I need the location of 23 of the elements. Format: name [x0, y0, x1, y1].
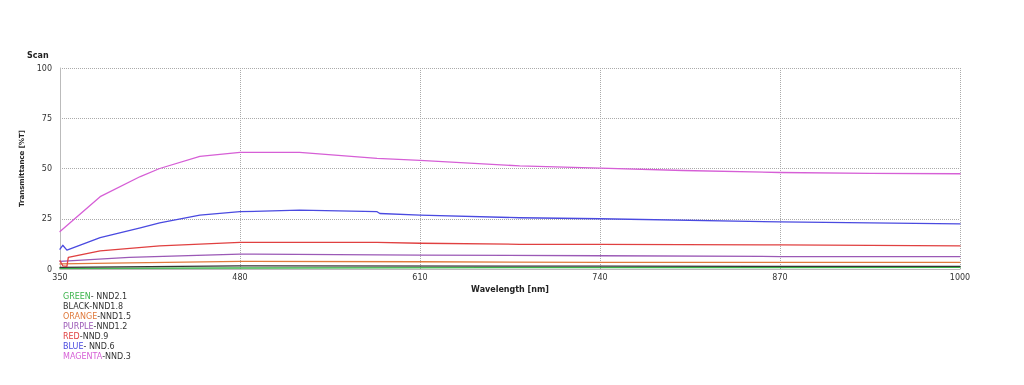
x-tick-label: 480 [232, 272, 248, 282]
x-tick-label: 870 [772, 272, 788, 282]
x-tick-label: 350 [52, 272, 68, 282]
text: PURPLE-NND1.2 [63, 321, 128, 331]
x-tick-label: 610 [412, 272, 428, 282]
x-tick-label: 1000 [949, 272, 971, 282]
chart-title: Scan [27, 50, 49, 60]
y-tick-label: 25 [41, 214, 52, 224]
line-series [59, 151, 961, 233]
text: GREEN- NND2.1 [63, 291, 128, 301]
line-series [59, 209, 961, 251]
y-tick-label: 75 [41, 113, 52, 123]
text: MAGENTA-NND.3 [63, 351, 131, 361]
text: BLUE- NND.6 [63, 341, 115, 351]
x-tick-label: 740 [592, 272, 608, 282]
text: RED-NND.9 [63, 331, 109, 341]
line-series [59, 253, 961, 263]
text: BLACK-NND1.8 [63, 301, 124, 311]
y-tick-label: 100 [36, 63, 52, 73]
y-tick-label: 50 [41, 164, 52, 173]
x-axis-title: Wavelength [nm] [471, 285, 549, 295]
y-tick-label: 0 [46, 264, 52, 274]
text: ORANGE-NND1.5 [63, 311, 131, 321]
